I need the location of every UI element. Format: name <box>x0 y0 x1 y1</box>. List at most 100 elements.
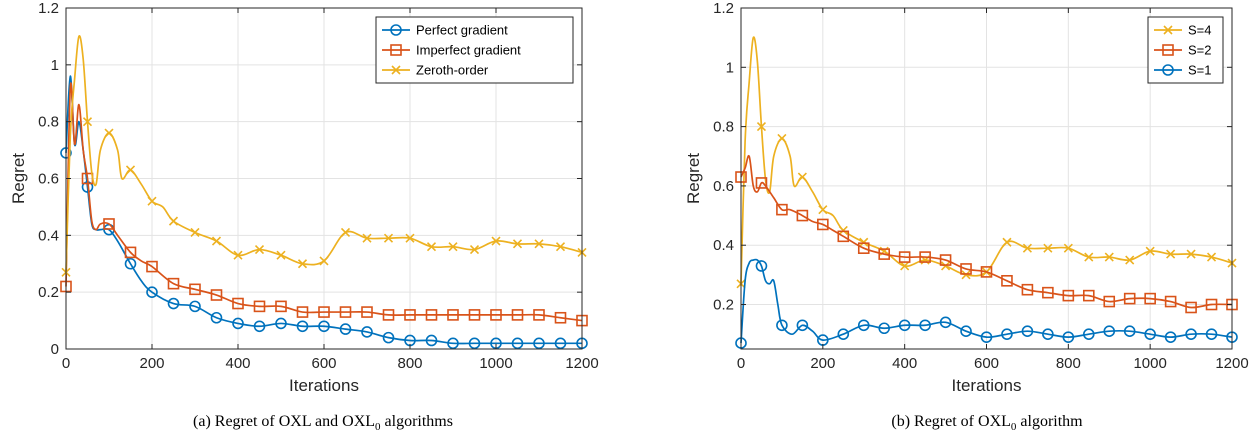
chart1-data-point <box>210 311 223 324</box>
chart1-data-point <box>210 289 223 301</box>
chart2-data-point <box>898 319 911 332</box>
chart1-x-tick-label: 1200 <box>565 355 598 372</box>
chart2-y-axis-title: Regret <box>684 153 703 204</box>
chart1-data-point <box>124 257 137 270</box>
chart2-x-tick-label: 200 <box>810 355 835 372</box>
chart2-x-tick-label: 1200 <box>1215 355 1248 372</box>
chart-panel-a: 0 200 400 600 800 1000 1200 0 0.2 0.4 0.6 0.8 1 1.2 It… <box>9 0 599 433</box>
chart1-data-point <box>276 250 286 260</box>
chart2-y-tick-label: 0.4 <box>713 237 734 254</box>
chart1-data-point <box>340 227 351 238</box>
chart2-data-point <box>939 254 952 266</box>
chart1-data-point <box>533 337 545 350</box>
chart2-caption: (b) Regret of OXL0 algorithm <box>891 413 1083 433</box>
chart2-data-point <box>755 177 768 189</box>
chart1-data-point <box>167 277 180 290</box>
chart1-data-point <box>211 236 222 246</box>
chart2-legend-marker <box>1163 25 1173 35</box>
chart1-data-point <box>146 286 158 298</box>
chart2-data-point <box>939 316 952 329</box>
chart1-data-point <box>190 227 200 238</box>
chart2-caption-main: (b) Regret of OXL <box>891 413 1011 430</box>
chart2-data-point <box>960 325 972 338</box>
chart1-series-2 <box>61 35 587 277</box>
chart1-data-point <box>275 300 287 313</box>
chart2-data-point <box>1123 325 1136 338</box>
chart1-data-point <box>296 320 309 333</box>
chart2-data-point <box>1205 298 1218 311</box>
chart2-data-point <box>919 251 931 263</box>
chart2-data-point <box>1021 325 1034 338</box>
chart1-y-tick-label: 1 <box>51 57 59 74</box>
chart2-x-tick-label: 600 <box>974 355 999 372</box>
chart1-data-point <box>233 250 243 260</box>
chart1-data-point <box>82 117 93 127</box>
chart1-data-point <box>555 242 566 252</box>
chart1-x-tick-label: 600 <box>311 355 336 372</box>
chart2-data-point <box>960 263 972 275</box>
chart1-data-point <box>382 331 395 344</box>
chart2-x-tick-label: 0 <box>737 355 745 372</box>
chart2-data-point <box>1164 295 1177 308</box>
chart2-data-point <box>1185 328 1197 340</box>
chart1-data-point <box>382 309 395 321</box>
chart1-data-point <box>491 236 501 246</box>
chart1-legend-marker <box>390 44 402 56</box>
chart1-series-0 <box>60 75 588 350</box>
chart1-data-point <box>362 233 372 243</box>
chart1-data-point <box>426 242 437 252</box>
chart2-data-point <box>1144 328 1156 340</box>
chart1-data-point <box>168 216 179 226</box>
chart1-series-1 <box>60 82 588 327</box>
chart1-y-tick-label: 0.4 <box>38 227 59 244</box>
chart2-data-point <box>980 266 993 278</box>
chart2-legend: S=4 S=2 S=1 <box>1147 16 1224 84</box>
chart1-data-point <box>275 317 287 330</box>
chart1-data-point <box>468 337 481 350</box>
chart2-data-point <box>1166 249 1176 259</box>
chart1-data-point <box>296 306 309 318</box>
chart2-data-point <box>919 319 931 332</box>
chart2-x-tick-label: 400 <box>892 355 917 372</box>
chart2-data-point <box>837 328 850 340</box>
chart2-data-point <box>961 270 971 280</box>
chart1-series-line <box>65 82 583 322</box>
chart1-data-point <box>189 283 201 296</box>
chart1-x-axis-title: Iterations <box>289 376 359 395</box>
chart1-data-point <box>361 326 373 338</box>
chart2-series-line <box>740 154 1233 309</box>
chart1-data-point <box>103 218 115 230</box>
chart1-data-point <box>448 242 458 252</box>
chart1-x-tick-label: 200 <box>139 355 164 372</box>
chart1-legend-marker <box>391 65 401 75</box>
chart2-data-point <box>1205 328 1218 340</box>
chart2-data-point <box>1125 255 1135 265</box>
chart2-data-point <box>1042 286 1054 299</box>
chart2-data-point <box>857 242 870 254</box>
chart2-data-point <box>1043 243 1053 253</box>
chart1-data-point <box>339 323 352 335</box>
chart1-data-point <box>147 196 157 206</box>
chart1-data-point <box>318 320 330 333</box>
chart1-data-point <box>232 317 244 330</box>
chart1-x-tick-label: 1000 <box>479 355 512 372</box>
chart2-data-point <box>797 172 807 182</box>
chart2-data-point <box>776 203 788 216</box>
chart1-data-point <box>146 260 158 273</box>
chart1-data-point <box>339 306 352 318</box>
chart1-data-point <box>405 233 415 243</box>
chart2-data-point <box>878 248 891 260</box>
chart2-data-point <box>777 133 787 144</box>
chart2-data-point <box>1082 328 1095 340</box>
chart2-data-point <box>756 122 767 132</box>
chart1-y-axis-title: Regret <box>9 153 28 204</box>
chart2-data-point <box>1062 289 1075 302</box>
chart1-legend: Perfect gradient Imperfect gradient Zeroth… <box>375 16 574 84</box>
chart1-data-point <box>490 309 502 321</box>
chart2-data-point <box>1001 328 1013 340</box>
chart2-data-point <box>878 322 891 335</box>
chart1-caption-tail: algorithms <box>381 413 453 430</box>
chart2-legend-marker <box>1162 64 1174 76</box>
chart2-data-point <box>980 331 993 343</box>
chart1-data-point <box>189 300 201 313</box>
